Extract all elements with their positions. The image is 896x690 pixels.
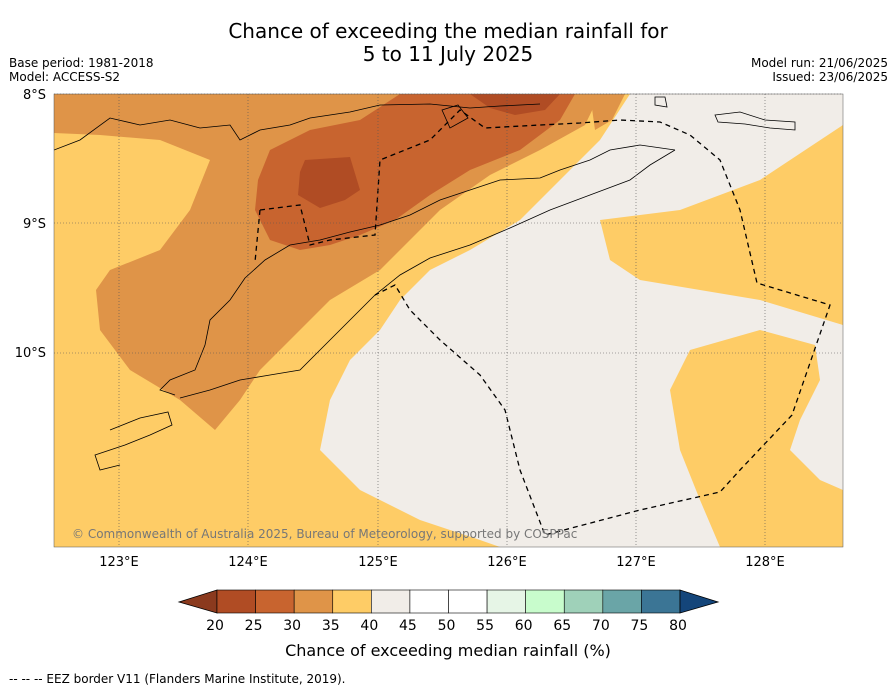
- colorbar-tick-40: 40: [360, 618, 378, 634]
- meta-left: Base period: 1981-2018 Model: ACCESS-S2: [9, 56, 154, 84]
- colorbar-box-30-35: [293, 589, 334, 614]
- colorbar-tick-20: 20: [206, 618, 224, 634]
- colorbar: 20 25 30 35 40 45 50 55 60 65 70 75 80: [177, 589, 720, 634]
- coast-flores-alor: [54, 103, 541, 151]
- lat-label-10s: 10°S: [15, 346, 46, 361]
- band-35-40-northwest: [54, 130, 210, 195]
- base-period: Base period: 1981-2018: [9, 56, 154, 70]
- map-area: [54, 94, 843, 547]
- colorbar-box-60-65: [525, 589, 565, 614]
- lon-label-126e: 126°E: [487, 555, 527, 570]
- colorbar-arrow-high: [679, 589, 720, 614]
- colorbar-box-65-70: [563, 589, 604, 614]
- coast-timor-south: [179, 149, 676, 399]
- colorbar-tick-70: 70: [592, 618, 610, 634]
- colorbar-box-75-80: [641, 589, 681, 614]
- colorbar-tick-60: 60: [515, 618, 533, 634]
- band-30-35: [54, 94, 600, 430]
- title-line-1: Chance of exceeding the median rainfall …: [228, 19, 668, 43]
- colorbar-tick-45: 45: [399, 618, 417, 634]
- colorbar-tick-30: 30: [283, 618, 301, 634]
- lon-label-124e: 124°E: [228, 555, 268, 570]
- map-title: Chance of exceeding the median rainfall …: [0, 20, 896, 66]
- coast-timor-north: [159, 144, 676, 396]
- coast-babar: [714, 111, 796, 131]
- colorbar-box-20-25: [216, 589, 256, 614]
- colorbar-box-70-75: [602, 589, 642, 614]
- colorbar-boxes: [216, 589, 681, 614]
- map-frame: [53, 93, 844, 548]
- colorbar-tick-80: 80: [669, 618, 687, 634]
- colorbar-box-45-50: [409, 589, 449, 614]
- colorbar-tick-50: 50: [438, 618, 456, 634]
- model-run: Model run: 21/06/2025: [750, 56, 888, 70]
- lon-label-125e: 125°E: [358, 555, 398, 570]
- colorbar-box-50-55: [448, 589, 488, 614]
- colorbar-ticks: 20 25 30 35 40 45 50 55 60 65 70 75 80: [206, 618, 687, 634]
- band-35-40-southeast: [670, 330, 843, 547]
- colorbar-arrow-low: [177, 589, 218, 614]
- colorbar-box-35-40: [332, 589, 372, 614]
- model-name: Model: ACCESS-S2: [9, 70, 121, 84]
- band-20-25-north: [470, 94, 560, 115]
- copyright-text: © Commonwealth of Australia 2025, Bureau…: [72, 527, 577, 541]
- coast-wetar: [654, 96, 668, 108]
- gridlines: [54, 93, 843, 547]
- lon-label-128e: 128°E: [745, 555, 785, 570]
- colorbar-box-25-30: [255, 589, 295, 614]
- eez-footnote: -- -- -- EEZ border V11 (Flanders Marine…: [9, 672, 346, 686]
- title-line-2: 5 to 11 July 2025: [362, 42, 534, 66]
- band-25-30: [255, 94, 575, 250]
- colorbar-box-55-60: [486, 589, 526, 614]
- colorbar-tick-55: 55: [476, 618, 494, 634]
- colorbar-tick-75: 75: [631, 618, 649, 634]
- lon-label-127e: 127°E: [616, 555, 656, 570]
- issued-date: Issued: 23/06/2025: [772, 70, 888, 84]
- colorbar-title: Chance of exceeding median rainfall (%): [285, 641, 611, 660]
- meta-right: Model run: 21/06/2025 Issued: 23/06/2025: [751, 56, 888, 84]
- colorbar-tick-35: 35: [322, 618, 340, 634]
- eez-border: [254, 109, 831, 536]
- lon-label-123e: 123°E: [99, 555, 139, 570]
- lat-label-9s: 9°S: [23, 217, 46, 232]
- colorbar-tick-25: 25: [245, 618, 263, 634]
- lat-label-8s: 8°S: [23, 88, 46, 103]
- colorbar-tick-65: 65: [553, 618, 571, 634]
- colorbar-box-40-45: [371, 589, 411, 614]
- coast-rote: [94, 411, 173, 471]
- coastlines: [54, 96, 796, 471]
- band-35-40-east: [600, 125, 843, 325]
- band-20-25-center: [298, 157, 360, 208]
